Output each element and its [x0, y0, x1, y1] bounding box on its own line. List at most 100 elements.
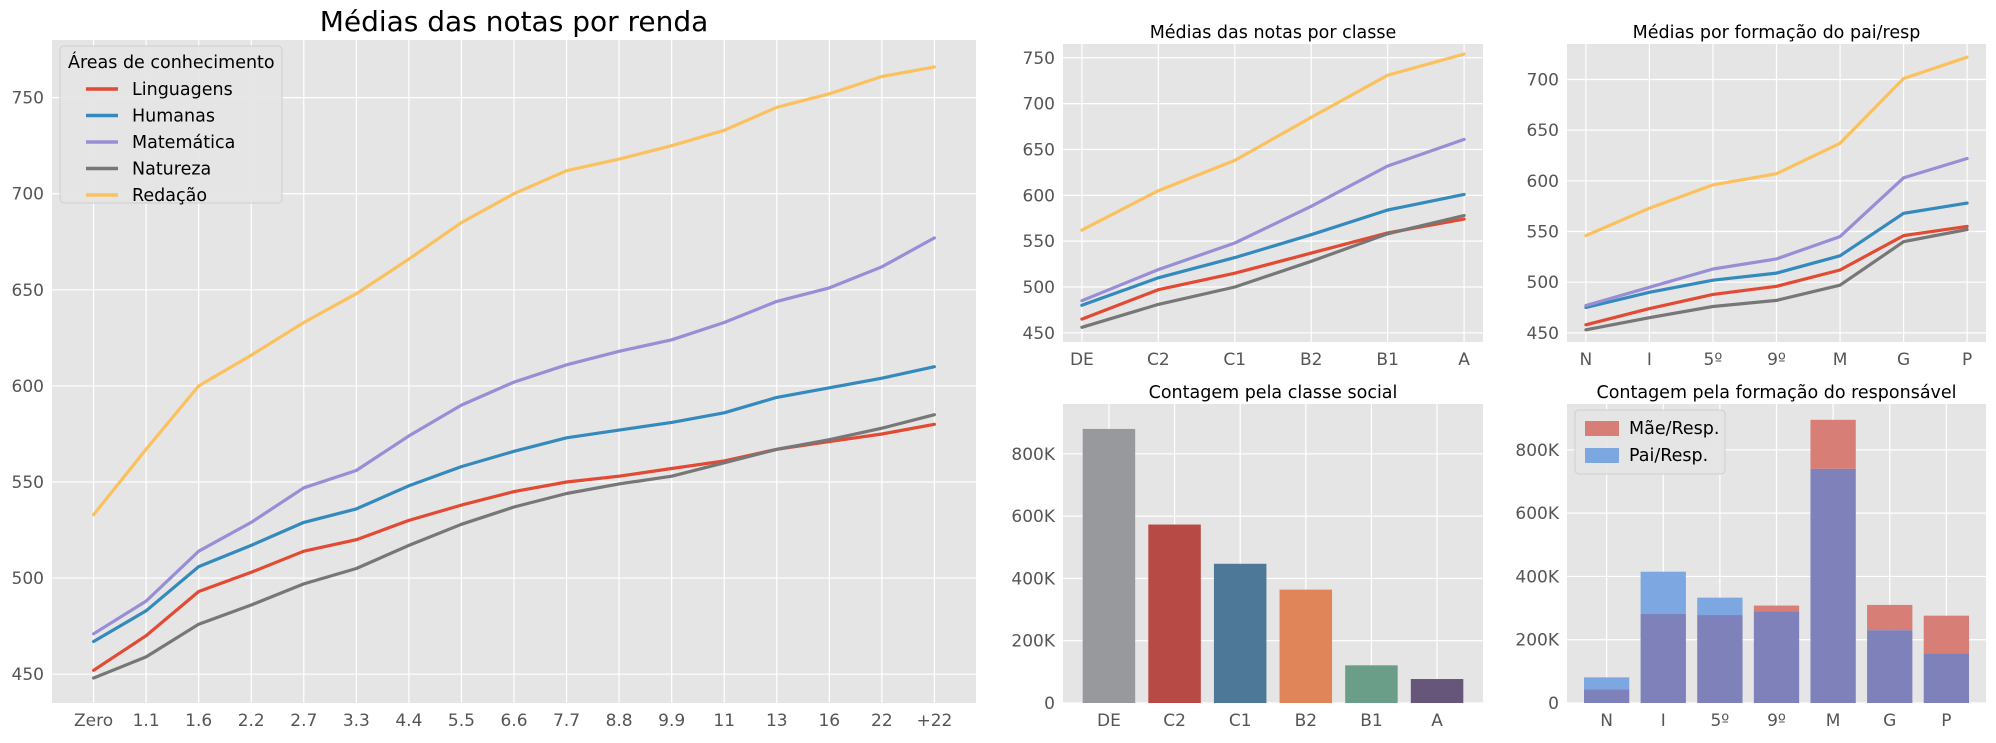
- bar-mae: [1867, 604, 1913, 631]
- y-tick-label: 600: [1527, 172, 1559, 192]
- x-tick-label: DE: [1070, 350, 1094, 370]
- bar: [1345, 665, 1398, 703]
- x-tick-label: B2: [1295, 711, 1317, 731]
- legend-box: [59, 45, 283, 204]
- x-tick-label: A: [1431, 711, 1443, 731]
- chart-5: Contagem pela formação do responsável 0 20…: [1515, 383, 1986, 731]
- x-tick-label: 5.5: [448, 711, 475, 731]
- x-tick-label: 1.6: [185, 711, 212, 731]
- y-tick-label: 700: [1527, 70, 1559, 90]
- x-tick-label: 9.9: [658, 711, 685, 731]
- x-tick-label: B1: [1360, 711, 1382, 731]
- legend-swatch: [1585, 448, 1619, 463]
- y-tick-label: 800K: [1011, 445, 1055, 465]
- y-tick-label: 200K: [1515, 631, 1559, 651]
- y-tick-label: 400K: [1515, 567, 1559, 587]
- bar-overlap: [1583, 689, 1630, 703]
- y-tick-label: 500: [12, 569, 44, 589]
- legend-label: Matemática: [132, 133, 235, 153]
- chart-title: Médias por formação do pai/resp: [1633, 23, 1921, 43]
- x-tick-label: B1: [1376, 350, 1398, 370]
- x-tick-label: N: [1579, 350, 1592, 370]
- y-tick-label: 800K: [1515, 441, 1559, 461]
- y-tick-label: 650: [1527, 121, 1559, 141]
- x-tick-label: A: [1458, 350, 1470, 370]
- y-tick-label: 0: [1548, 694, 1559, 714]
- legend-label: Pai/Resp.: [1629, 446, 1708, 466]
- x-tick-label: P: [1941, 711, 1951, 731]
- chart-title: Contagem pela classe social: [1149, 383, 1398, 403]
- bar: [1279, 589, 1333, 703]
- y-tick-label: 550: [1527, 223, 1559, 243]
- bar-overlap: [1697, 615, 1743, 703]
- x-tick-label: 2.7: [290, 711, 317, 731]
- x-tick-label: 9º: [1767, 350, 1786, 370]
- chart-3: Médias por formação do pai/resp 450 500 550…: [1527, 23, 1986, 370]
- bar-overlap: [1810, 468, 1856, 703]
- chart-title: Médias das notas por renda: [320, 5, 709, 38]
- y-tick-label: 200K: [1011, 632, 1055, 652]
- x-tick-label: 5º: [1704, 350, 1723, 370]
- y-tick-label: 550: [12, 473, 44, 493]
- x-tick-label: DE: [1097, 711, 1121, 731]
- x-tick-label: I: [1661, 711, 1666, 731]
- x-tick-label: 16: [818, 711, 840, 731]
- y-tick-label: 650: [1023, 140, 1055, 160]
- x-tick-label: N: [1600, 711, 1613, 731]
- chart-2: Médias das notas por classe 450 500 550 600 6…: [1023, 23, 1483, 370]
- legend: Áreas de conhecimento Linguagens Humanas Ma…: [59, 45, 283, 206]
- legend-label: Mãe/Resp.: [1629, 419, 1719, 439]
- series-line-natureza: [91, 413, 937, 680]
- chart-title: Contagem pela formação do responsável: [1596, 383, 1956, 403]
- bar-overlap: [1640, 613, 1686, 703]
- x-tick-label: 22: [871, 711, 893, 731]
- x-tick-label: C2: [1163, 711, 1186, 731]
- plot-background: [1063, 44, 1483, 342]
- x-tick-label: M: [1833, 350, 1848, 370]
- y-tick-label: 750: [12, 89, 44, 109]
- bar-mae: [1923, 615, 1970, 654]
- bar: [1148, 524, 1201, 703]
- y-tick-label: 600: [1023, 186, 1055, 206]
- x-tick-label: 4.4: [395, 711, 422, 731]
- y-tick-label: 600: [12, 377, 44, 397]
- x-tick-label: G: [1883, 711, 1896, 731]
- x-tick-label: C2: [1147, 350, 1170, 370]
- x-tick-label: 13: [766, 711, 788, 731]
- bar: [1082, 428, 1136, 703]
- x-tick-label: P: [1962, 350, 1972, 370]
- y-tick-label: 400K: [1011, 569, 1055, 589]
- series-line-humanas: [1584, 201, 1969, 310]
- series-line-redação: [1080, 52, 1466, 232]
- y-tick-label: 450: [1023, 324, 1055, 344]
- bar-pai: [1640, 571, 1686, 614]
- legend-label: Natureza: [132, 160, 211, 180]
- x-tick-label: 5º: [1710, 711, 1729, 731]
- x-tick-label: C1: [1223, 350, 1246, 370]
- x-tick-label: 7.7: [553, 711, 580, 731]
- y-tick-label: 750: [1023, 49, 1055, 69]
- y-tick-label: 700: [1023, 95, 1055, 115]
- legend-swatch: [1585, 421, 1619, 436]
- y-tick-label: 650: [12, 281, 44, 301]
- y-tick-label: 0: [1044, 694, 1055, 714]
- x-tick-label: G: [1897, 350, 1910, 370]
- y-tick-label: 700: [12, 185, 44, 205]
- series-line-matemática: [1080, 137, 1466, 303]
- y-tick-label: 550: [1023, 232, 1055, 252]
- x-tick-label: 8.8: [606, 711, 633, 731]
- bar-mae: [1753, 605, 1800, 612]
- chart-1: Médias das notas por renda 450 500 550 600 65…: [12, 5, 976, 731]
- x-tick-label: B2: [1300, 350, 1322, 370]
- bar: [1410, 679, 1464, 703]
- bar-overlap: [1753, 611, 1800, 703]
- series-line-humanas: [1080, 192, 1466, 307]
- x-tick-label: 11: [713, 711, 735, 731]
- y-tick-label: 500: [1527, 273, 1559, 293]
- y-tick-label: 500: [1023, 278, 1055, 298]
- legend-title: Áreas de conhecimento: [68, 51, 275, 73]
- x-tick-label: +22: [916, 711, 952, 731]
- x-tick-label: 3.3: [343, 711, 370, 731]
- series-line-matemática: [91, 236, 937, 636]
